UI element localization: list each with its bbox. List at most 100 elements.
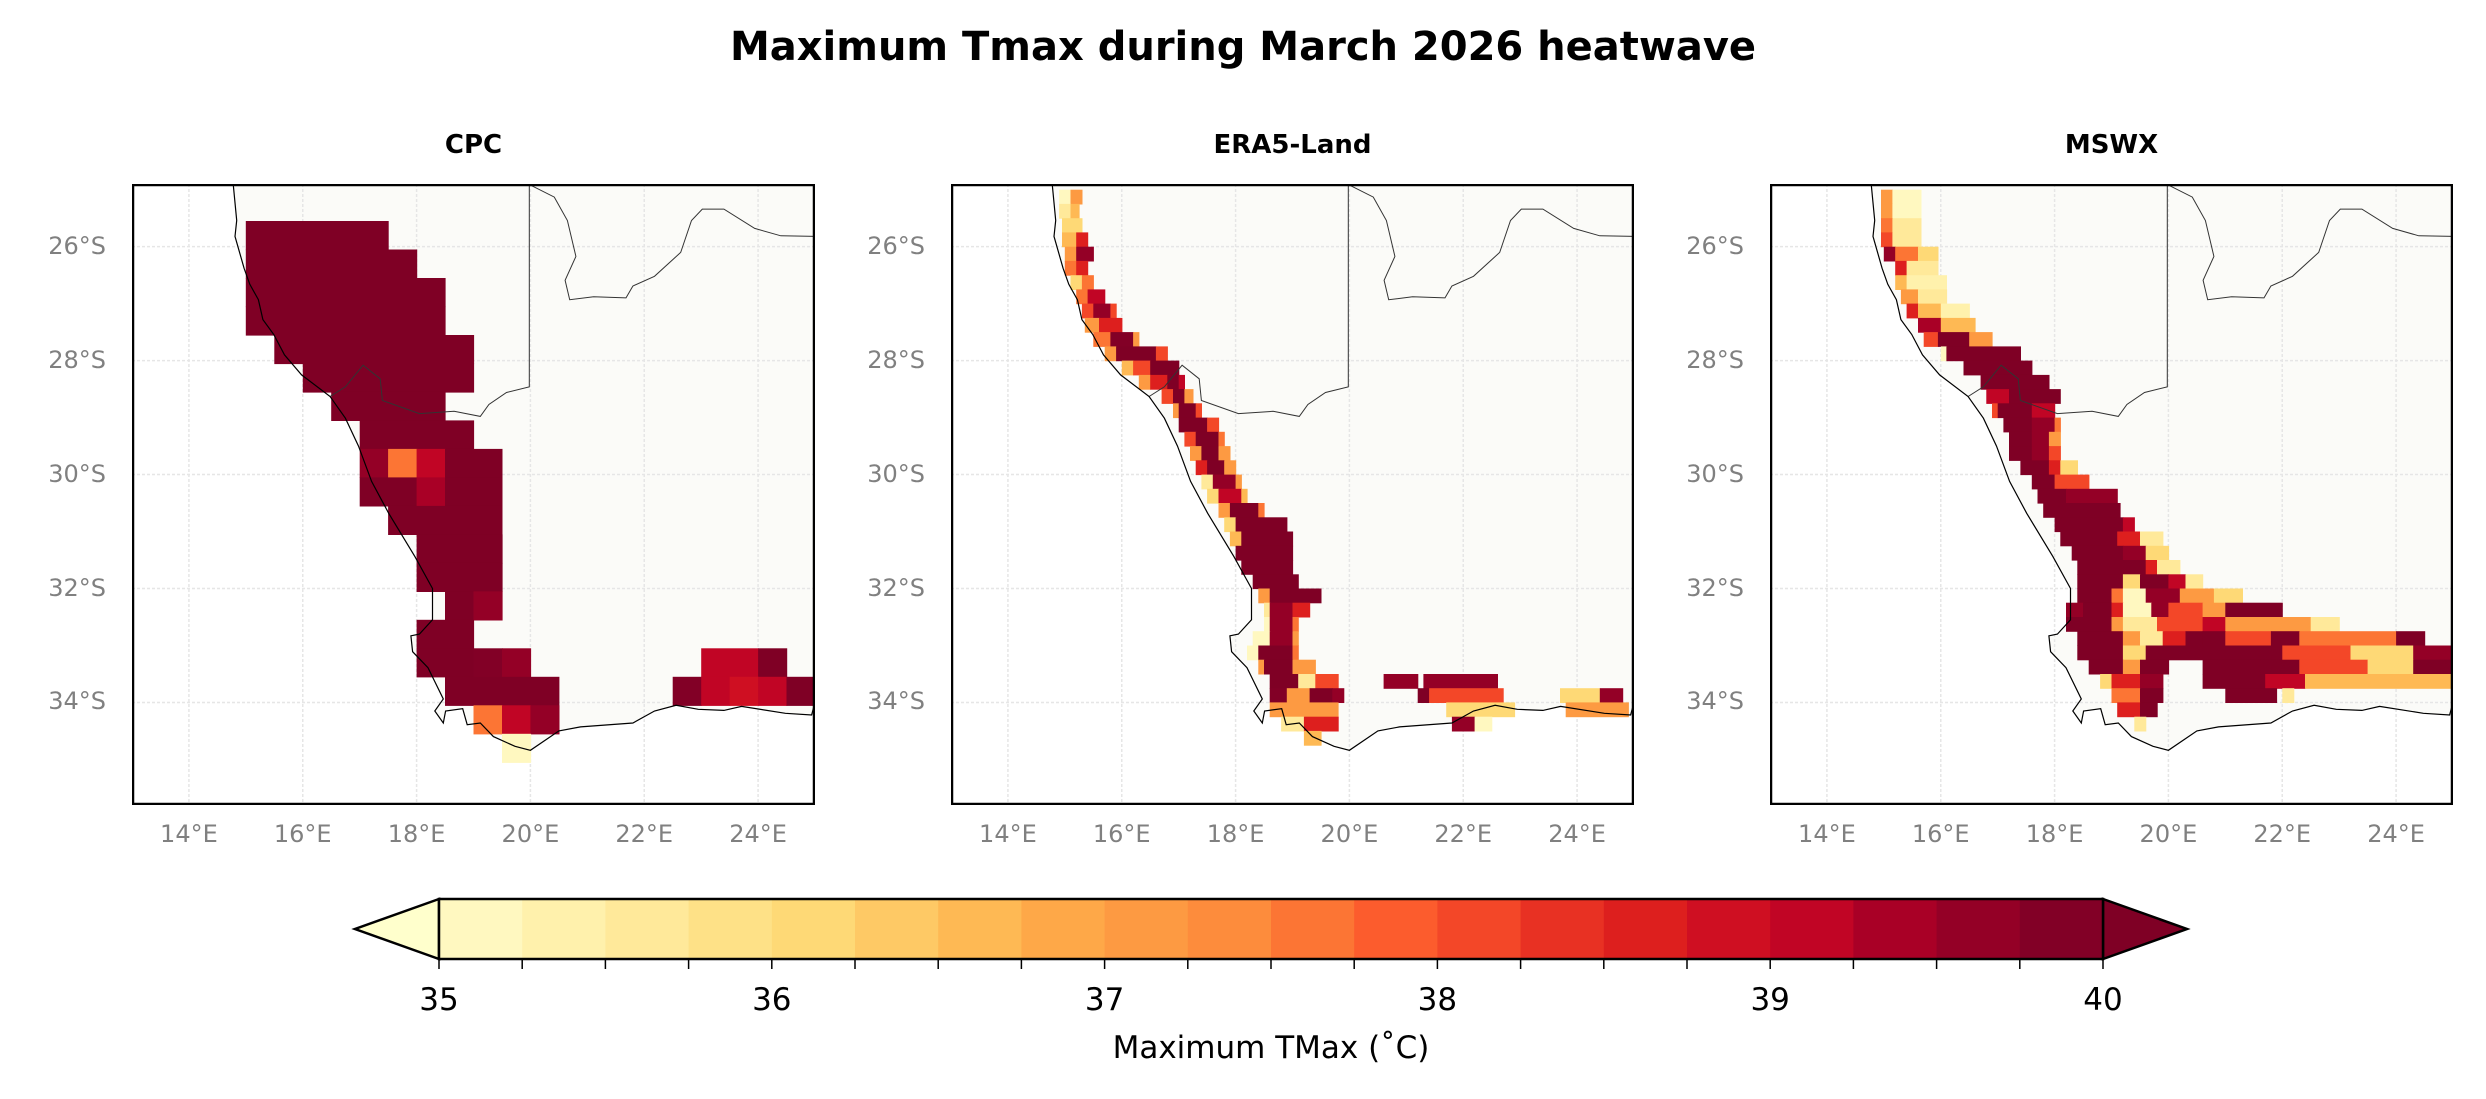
data-cell [1258,659,1265,675]
data-cell [1218,503,1231,518]
data-cell [2054,417,2061,433]
data-cell [1076,289,1089,305]
data-cell [2140,631,2164,646]
data-cell [2202,602,2226,618]
data-cell [1218,446,1231,461]
colorbar-label: Maximum TMax (˚C) [1112,1030,1430,1066]
lon-tick-label: 16°E [1911,820,1970,848]
data-cell [1224,460,1237,476]
data-cell [2202,659,2300,675]
data-cell [2179,588,2215,604]
data-cell [530,705,560,735]
data-cell [1940,346,1948,362]
data-cell [416,648,475,678]
data-cell [2140,688,2164,703]
data-cell [2140,702,2158,718]
data-cell [1937,332,1970,347]
data-cell [302,363,475,393]
data-cell [2310,617,2340,632]
data-cell [2122,517,2135,533]
data-cell [2225,617,2312,632]
data-cell [2048,460,2061,476]
data-cell [1906,303,1919,319]
data-cell [1218,431,1225,447]
colorbar-swatch [938,899,1022,959]
data-cell [2185,574,2204,590]
colorbar-tick-label: 39 [1750,982,1790,1018]
data-cell [1133,332,1140,347]
data-cell [1093,303,1111,319]
data-cell [1138,374,1151,390]
data-cell [2151,602,2169,618]
data-cell [1076,232,1089,248]
data-cell [1241,560,1294,575]
data-cell [1892,218,1922,233]
data-cell [1309,688,1333,703]
country-border [2168,184,2453,301]
data-cell [1084,317,1100,333]
data-cell [2202,674,2266,689]
lon-tick-label: 24°E [2367,820,2425,848]
data-cell [1269,674,1299,689]
data-cell [2031,446,2050,461]
data-cell [1173,403,1180,419]
data-cell [2060,531,2118,547]
data-cell [1264,602,1271,618]
lat-tick-label: 34°S [48,687,106,716]
data-cell [1269,617,1294,632]
data-cell [2031,431,2050,447]
data-cell [1895,246,1919,262]
data-cell [2157,617,2204,632]
colorbar-swatch [1603,899,1688,959]
colorbar-swatch [2019,899,2104,959]
data-cell [445,591,475,621]
data-cell [445,448,503,478]
colorbar-tick-label: 38 [1417,982,1458,1018]
data-cell [2122,545,2147,561]
data-cell [2054,517,2124,533]
lat-tick-label: 26°S [1686,231,1744,260]
data-cell [2413,659,2453,675]
colorbar-tick-label: 36 [752,982,792,1018]
axes-frame [132,184,815,805]
land [1871,185,2453,751]
lat-tick-label: 28°S [867,345,925,374]
data-cell [2305,674,2453,689]
data-cell [1446,702,1516,718]
data-cell [2122,574,2141,590]
data-cell [1178,417,1208,433]
data-cell [2282,645,2352,661]
colorbar-tick-label: 37 [1084,982,1125,1018]
data-cell [2031,417,2056,433]
colorbar-swatch [855,899,939,959]
data-cell [2282,688,2295,703]
colorbar-swatch [1437,899,1522,959]
data-cell [1229,503,1259,518]
data-cell [2077,631,2124,646]
panel-title-era5-land: ERA5-Land [1213,130,1372,160]
data-cell [1451,716,1476,732]
data-cell [1247,645,1259,661]
lat-tick-label: 28°S [48,345,106,374]
data-cell [1133,360,1151,376]
data-cell [1900,289,1919,305]
country-border [530,184,815,301]
coastline [1870,185,2453,751]
data-cell [2066,602,2084,618]
figure-title: Maximum Tmax during March 2026 heatwave [729,24,1757,70]
colorbar-swatch [439,899,523,959]
data-cell [1923,332,1939,347]
data-cell [1292,617,1299,632]
lon-tick-label: 16°E [273,820,332,848]
lat-tick-label: 32°S [1686,573,1744,602]
lon-tick-label: 20°E [1320,820,1379,848]
data-cell [2202,617,2226,632]
data-cell [2009,431,2033,447]
data-cell [1292,602,1311,618]
map-plot [951,184,1634,805]
data-cell [2122,602,2152,618]
data-cell [1423,674,1498,689]
data-cell [2020,460,2050,476]
data-cell [2225,631,2272,646]
data-cell [1062,218,1083,233]
